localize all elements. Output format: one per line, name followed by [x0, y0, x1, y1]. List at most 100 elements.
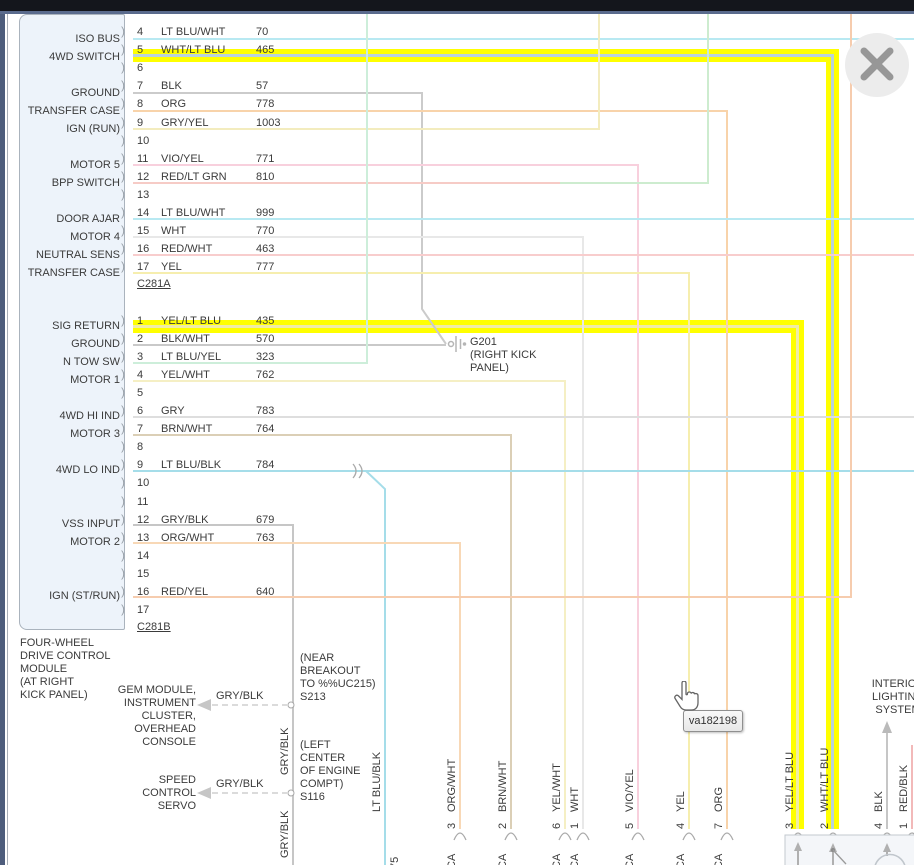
wire-color: ORG — [161, 98, 187, 111]
pin-function-label: DOOR AJAR — [56, 213, 120, 225]
wire-color: WHT/LT BLU — [161, 44, 226, 57]
gem-arrow-icon — [197, 699, 211, 711]
pin-number: 14 — [137, 207, 150, 219]
ground-symbol-g201 — [447, 336, 467, 352]
pin-connector-icon: ) — [121, 547, 125, 562]
pin-number: 7 — [137, 80, 144, 93]
pin-number: 16 — [137, 585, 150, 598]
wire-gry-blk-679 — [133, 524, 294, 865]
pin-connector-icon: ) — [121, 601, 125, 616]
bottom-wire-color: YEL/LT BLU — [784, 751, 796, 812]
pin-row: ) 17 YEL 777 — [121, 260, 317, 274]
pin-connector-icon: ) — [121, 583, 125, 598]
pin-row: ) 5 — [121, 386, 317, 400]
pin-connector-icon: ) — [121, 241, 125, 256]
interior-arrow-icon — [882, 721, 892, 829]
connector-b-label: C281B — [137, 621, 171, 633]
wire-color: YEL — [161, 261, 182, 274]
bottom-wire-pin: 5 — [624, 822, 636, 829]
pin-connector-icon: ) — [121, 403, 125, 418]
pin-connector-icon: ) — [121, 42, 125, 57]
pin-connector-icon: ) — [121, 205, 125, 219]
pin-number: 6 — [137, 62, 144, 75]
circuit-number: 1003 — [256, 116, 281, 129]
bottom-connector-name: CA — [551, 853, 563, 865]
wire-color: ORG/WHT — [161, 531, 215, 544]
pin-connector-icon: ) — [121, 385, 125, 400]
pin-row: ) 17 — [121, 602, 317, 617]
wire-red-yel-640 — [133, 14, 852, 598]
wire-brn-wht-764 — [133, 434, 512, 829]
pin-connector-icon: ) — [121, 439, 125, 454]
pin-row: ) 11 VIO/YEL 771 — [121, 151, 317, 166]
pin-connector-icon: ) — [121, 511, 125, 526]
wire-org-wht-763 — [133, 542, 461, 829]
pin-row: ) 16 RED/YEL 640 — [121, 584, 317, 599]
pin-number: 8 — [137, 441, 144, 454]
splice-s116-label: (LEFT CENTER OF ENGINE COMPT) S116 — [300, 739, 361, 803]
pin-function-label: GROUND — [71, 338, 120, 350]
bottom-wire-color: WHT — [569, 786, 581, 812]
pin-connector-icon: ) — [121, 367, 125, 382]
pin-number: 15 — [137, 567, 150, 580]
pin-number: 2 — [137, 333, 144, 346]
bottom-wire-color: BRN/WHT — [497, 760, 509, 812]
pin-connector-icon: ) — [121, 186, 125, 201]
connector-a-label: C281A — [137, 278, 171, 290]
pin-row: ) 6 — [121, 61, 317, 75]
circuit-number: 784 — [256, 459, 275, 472]
pin-function-label: MOTOR 5 — [70, 159, 120, 171]
pin-connector-icon: ) — [121, 168, 125, 183]
pin-row: ) 11 — [121, 494, 317, 509]
circuit-number: 771 — [256, 152, 275, 165]
wire-color: WHT — [161, 225, 187, 238]
left-window-edge — [0, 14, 5, 865]
pin-number: 4 — [137, 26, 144, 38]
bottom-wire-color: YEL — [675, 791, 687, 812]
pin-number: 11 — [137, 152, 149, 165]
bottom-connector-name: CA — [624, 853, 636, 865]
pin-function-label: MOTOR 2 — [70, 536, 120, 548]
pin-row: ) 10 — [121, 476, 317, 490]
pin-row: ) 8 ORG 778 — [121, 97, 317, 111]
wire-color: GRY/YEL — [161, 116, 209, 129]
component-box — [784, 834, 914, 865]
pin-number: 13 — [137, 188, 150, 201]
gem-destination-label: GEM MODULE, INSTRUMENT CLUSTER, OVERHEAD… — [117, 684, 196, 748]
bottom-connector-name: CA — [713, 853, 725, 865]
wire-wht-770 — [133, 236, 584, 829]
circuit-number: 764 — [256, 423, 275, 436]
module-caption: FOUR-WHEEL DRIVE CONTROL MODULE (AT RIGH… — [20, 637, 111, 701]
wire-color: RED/WHT — [161, 243, 213, 256]
pin-row: ) 12 GRY/BLK 679 — [121, 512, 317, 527]
pin-connector-icon: ) — [121, 223, 125, 238]
close-button[interactable] — [845, 33, 909, 97]
pin-number: 17 — [137, 261, 150, 274]
pin-row: ) 16 RED/WHT 463 — [121, 242, 317, 256]
pin-function-label: NEUTRAL SENS — [36, 249, 120, 261]
pin-function-label: TRANSFER CASE — [27, 267, 120, 279]
splice-s213-dot — [287, 701, 295, 709]
wire-red-ltgrn-810-grn — [560, 14, 709, 184]
pin-connector-icon: ) — [121, 349, 125, 364]
pin-function-label: MOTOR 3 — [70, 428, 120, 440]
pin-connector-icon: ) — [121, 150, 125, 165]
pin-connector-icon: ) — [121, 24, 125, 38]
pin-row: ) 6 GRY 783 — [121, 404, 317, 418]
circuit-number: 463 — [256, 243, 275, 256]
pin-row: ) 4 YEL/WHT 762 — [121, 368, 317, 382]
bottom-wire-pin: 2 — [819, 822, 831, 829]
pin-connector-icon: ) — [121, 132, 125, 147]
bottom-wire-pin: 3 — [446, 822, 458, 829]
wire-blk-57 — [133, 92, 447, 345]
pin-function-label: VSS INPUT — [61, 518, 120, 530]
pin-connector-icon: ) — [121, 313, 125, 327]
pin-number: 10 — [137, 134, 150, 147]
pin-function-label: N TOW SW — [62, 356, 120, 368]
circuit-number: 778 — [256, 98, 275, 111]
wire-gry-yel-1003 — [133, 14, 600, 130]
bottom-wire-pin: 4 — [675, 822, 687, 829]
wire-color: LT BLU/BLK — [161, 459, 222, 472]
bottom-wire-pin: 3 — [784, 822, 796, 829]
pin-function-label: 4WD SWITCH — [49, 51, 120, 63]
